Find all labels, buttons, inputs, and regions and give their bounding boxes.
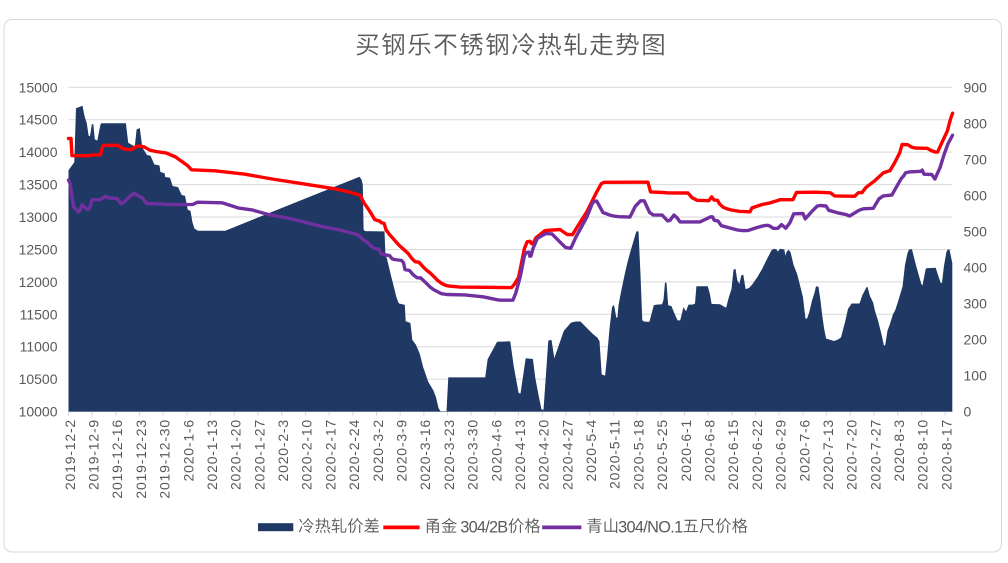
svg-text:2020-7-27: 2020-7-27 — [867, 419, 883, 490]
svg-text:2019-12-16: 2019-12-16 — [109, 419, 125, 499]
svg-text:100: 100 — [964, 368, 988, 384]
svg-text:2020-3-16: 2020-3-16 — [417, 419, 433, 490]
svg-text:13000: 13000 — [19, 209, 58, 225]
svg-text:700: 700 — [964, 151, 988, 167]
svg-text:2019-12-2: 2019-12-2 — [62, 419, 78, 490]
svg-text:500: 500 — [964, 223, 988, 239]
svg-text:2020-6-1: 2020-6-1 — [678, 419, 694, 481]
svg-text:2020-7-6: 2020-7-6 — [796, 419, 812, 481]
svg-text:400: 400 — [964, 260, 988, 276]
svg-text:11500: 11500 — [20, 306, 58, 322]
svg-text:12000: 12000 — [19, 274, 58, 290]
svg-text:600: 600 — [964, 187, 988, 203]
svg-text:2020-8-17: 2020-8-17 — [938, 419, 954, 490]
svg-text:2020-6-8: 2020-6-8 — [701, 419, 717, 481]
svg-text:2020-1-20: 2020-1-20 — [228, 419, 244, 490]
svg-text:2020-2-3: 2020-2-3 — [275, 419, 291, 481]
svg-text:2020-4-20: 2020-4-20 — [536, 419, 552, 490]
svg-text:2020-6-22: 2020-6-22 — [749, 419, 765, 490]
svg-text:0: 0 — [964, 404, 972, 420]
svg-text:304/NO.1: 304/NO.1 — [618, 518, 683, 536]
svg-text:2020-6-29: 2020-6-29 — [773, 419, 789, 490]
svg-text:10000: 10000 — [19, 404, 58, 420]
svg-text:2019-12-9: 2019-12-9 — [85, 419, 101, 490]
svg-text:304/2B: 304/2B — [460, 518, 507, 536]
svg-text:12500: 12500 — [19, 241, 58, 257]
svg-text:11000: 11000 — [20, 339, 58, 355]
svg-text:10500: 10500 — [19, 371, 58, 387]
svg-text:2020-4-13: 2020-4-13 — [512, 419, 528, 490]
svg-text:2020-2-10: 2020-2-10 — [299, 419, 315, 490]
svg-text:2020-7-20: 2020-7-20 — [844, 419, 860, 490]
svg-text:2020-2-24: 2020-2-24 — [346, 419, 362, 490]
svg-text:2019-12-23: 2019-12-23 — [133, 419, 149, 499]
svg-text:2020-7-13: 2020-7-13 — [820, 419, 836, 490]
svg-text:14500: 14500 — [19, 112, 58, 128]
svg-text:2020-3-9: 2020-3-9 — [393, 419, 409, 481]
svg-text:2020-2-17: 2020-2-17 — [322, 419, 338, 490]
svg-text:15000: 15000 — [19, 79, 58, 95]
svg-text:2020-1-6: 2020-1-6 — [180, 419, 196, 481]
svg-text:2020-4-27: 2020-4-27 — [559, 419, 575, 490]
svg-text:900: 900 — [964, 79, 988, 95]
svg-text:2019-12-30: 2019-12-30 — [157, 419, 173, 499]
svg-text:2020-4-6: 2020-4-6 — [488, 419, 504, 481]
svg-text:2020-8-3: 2020-8-3 — [891, 419, 907, 481]
svg-text:2020-3-30: 2020-3-30 — [465, 419, 481, 490]
svg-text:2020-5-18: 2020-5-18 — [630, 419, 646, 490]
svg-text:14000: 14000 — [19, 144, 58, 160]
svg-text:2020-6-15: 2020-6-15 — [725, 419, 741, 490]
svg-text:2020-5-11: 2020-5-11 — [607, 419, 623, 489]
svg-text:2020-3-23: 2020-3-23 — [441, 419, 457, 490]
svg-text:2020-3-2: 2020-3-2 — [370, 419, 386, 481]
svg-text:2020-1-13: 2020-1-13 — [204, 419, 220, 490]
svg-text:2020-5-4: 2020-5-4 — [583, 419, 599, 481]
svg-text:2020-1-27: 2020-1-27 — [251, 419, 267, 490]
svg-text:200: 200 — [964, 332, 988, 348]
svg-text:800: 800 — [964, 115, 988, 131]
svg-text:300: 300 — [964, 296, 988, 312]
svg-text:2020-5-25: 2020-5-25 — [654, 419, 670, 490]
svg-text:2020-8-10: 2020-8-10 — [915, 419, 931, 490]
svg-text:13500: 13500 — [19, 177, 58, 193]
